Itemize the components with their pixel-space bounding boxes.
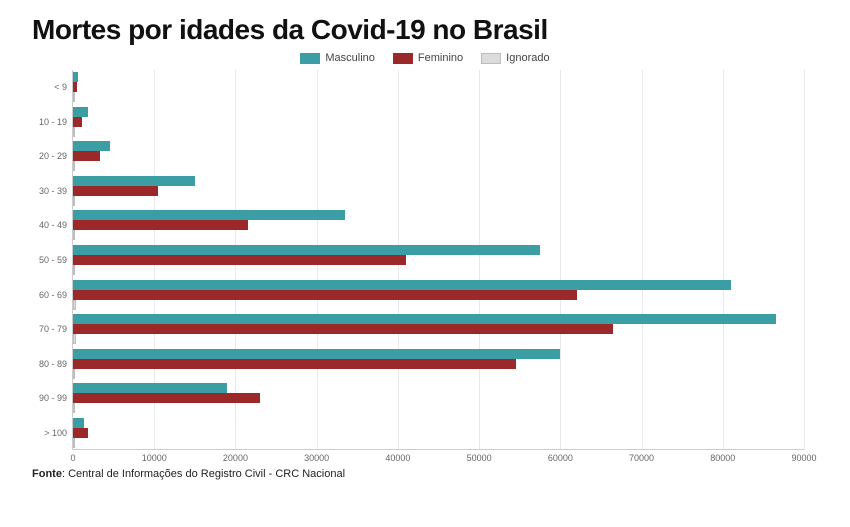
- bar-feminino: [73, 290, 577, 300]
- bar-masculino: [73, 210, 345, 220]
- bar-feminino: [73, 186, 158, 196]
- x-tick-label: 60000: [548, 453, 573, 463]
- bar-masculino: [73, 141, 110, 151]
- bar-masculino: [73, 245, 540, 255]
- y-tick-label: 70 - 79: [39, 324, 67, 334]
- bar-ignorado: [73, 196, 75, 206]
- bar-ignorado: [73, 369, 75, 379]
- bar-masculino: [73, 72, 78, 82]
- bar-masculino: [73, 107, 88, 117]
- y-tick-label: < 9: [54, 82, 67, 92]
- bar-feminino: [73, 324, 613, 334]
- bar-ignorado: [73, 265, 75, 275]
- x-tick-label: 40000: [385, 453, 410, 463]
- bar-group: 10 - 19: [73, 105, 804, 140]
- bar-feminino: [73, 393, 260, 403]
- legend-swatch-masculino: [300, 53, 320, 64]
- bar-feminino: [73, 117, 82, 127]
- bar-ignorado: [73, 230, 75, 240]
- bar-group: 70 - 79: [73, 312, 804, 347]
- bar-ignorado: [73, 300, 76, 310]
- bar-masculino: [73, 383, 227, 393]
- legend-swatch-feminino: [393, 53, 413, 64]
- legend-label-feminino: Feminino: [418, 52, 463, 64]
- page-title: Mortes por idades da Covid-19 no Brasil: [32, 14, 832, 46]
- x-tick-label: 90000: [791, 453, 816, 463]
- bar-group: 20 - 29: [73, 139, 804, 174]
- bar-group: 40 - 49: [73, 208, 804, 243]
- legend-label-masculino: Masculino: [325, 52, 375, 64]
- x-tick-label: 20000: [223, 453, 248, 463]
- source-footer: Fonte: Central de Informações do Registr…: [32, 468, 832, 480]
- bar-ignorado: [73, 403, 75, 413]
- x-tick-label: 30000: [304, 453, 329, 463]
- bar-group: 30 - 39: [73, 174, 804, 209]
- bar-group: 90 - 99: [73, 381, 804, 416]
- y-tick-label: 80 - 89: [39, 359, 67, 369]
- bar-ignorado: [73, 127, 75, 137]
- bar-feminino: [73, 428, 88, 438]
- legend: Masculino Feminino Ignorado: [18, 52, 832, 64]
- x-tick-label: 0: [70, 453, 75, 463]
- x-tick-label: 70000: [629, 453, 654, 463]
- y-tick-label: > 100: [44, 428, 67, 438]
- bar-ignorado: [73, 92, 75, 102]
- y-tick-label: 90 - 99: [39, 393, 67, 403]
- bar-ignorado: [73, 438, 75, 448]
- bar-masculino: [73, 176, 195, 186]
- y-tick-label: 40 - 49: [39, 220, 67, 230]
- legend-item-masculino: Masculino: [300, 52, 375, 64]
- bar-feminino: [73, 82, 77, 92]
- bar-group: < 9: [73, 70, 804, 105]
- x-tick-label: 50000: [467, 453, 492, 463]
- y-tick-label: 10 - 19: [39, 117, 67, 127]
- y-tick-label: 30 - 39: [39, 186, 67, 196]
- bar-feminino: [73, 359, 516, 369]
- bar-masculino: [73, 418, 84, 428]
- chart: 0100002000030000400005000060000700008000…: [72, 70, 804, 450]
- bar-group: 50 - 59: [73, 243, 804, 278]
- legend-swatch-ignorado: [481, 53, 501, 64]
- bar-feminino: [73, 220, 248, 230]
- legend-item-feminino: Feminino: [393, 52, 463, 64]
- bar-masculino: [73, 349, 560, 359]
- bar-group: 80 - 89: [73, 346, 804, 381]
- bar-feminino: [73, 151, 100, 161]
- legend-item-ignorado: Ignorado: [481, 52, 549, 64]
- bar-group: 60 - 69: [73, 277, 804, 312]
- y-tick-label: 20 - 29: [39, 151, 67, 161]
- legend-label-ignorado: Ignorado: [506, 52, 549, 64]
- bar-group: > 100: [73, 415, 804, 450]
- y-tick-label: 60 - 69: [39, 290, 67, 300]
- y-tick-label: 50 - 59: [39, 255, 67, 265]
- bar-masculino: [73, 314, 776, 324]
- gridline: [804, 70, 805, 449]
- x-tick-label: 80000: [710, 453, 735, 463]
- bar-masculino: [73, 280, 731, 290]
- x-tick-label: 10000: [142, 453, 167, 463]
- bar-ignorado: [73, 334, 76, 344]
- plot-area: 0100002000030000400005000060000700008000…: [72, 70, 804, 450]
- bar-ignorado: [73, 161, 75, 171]
- bar-feminino: [73, 255, 406, 265]
